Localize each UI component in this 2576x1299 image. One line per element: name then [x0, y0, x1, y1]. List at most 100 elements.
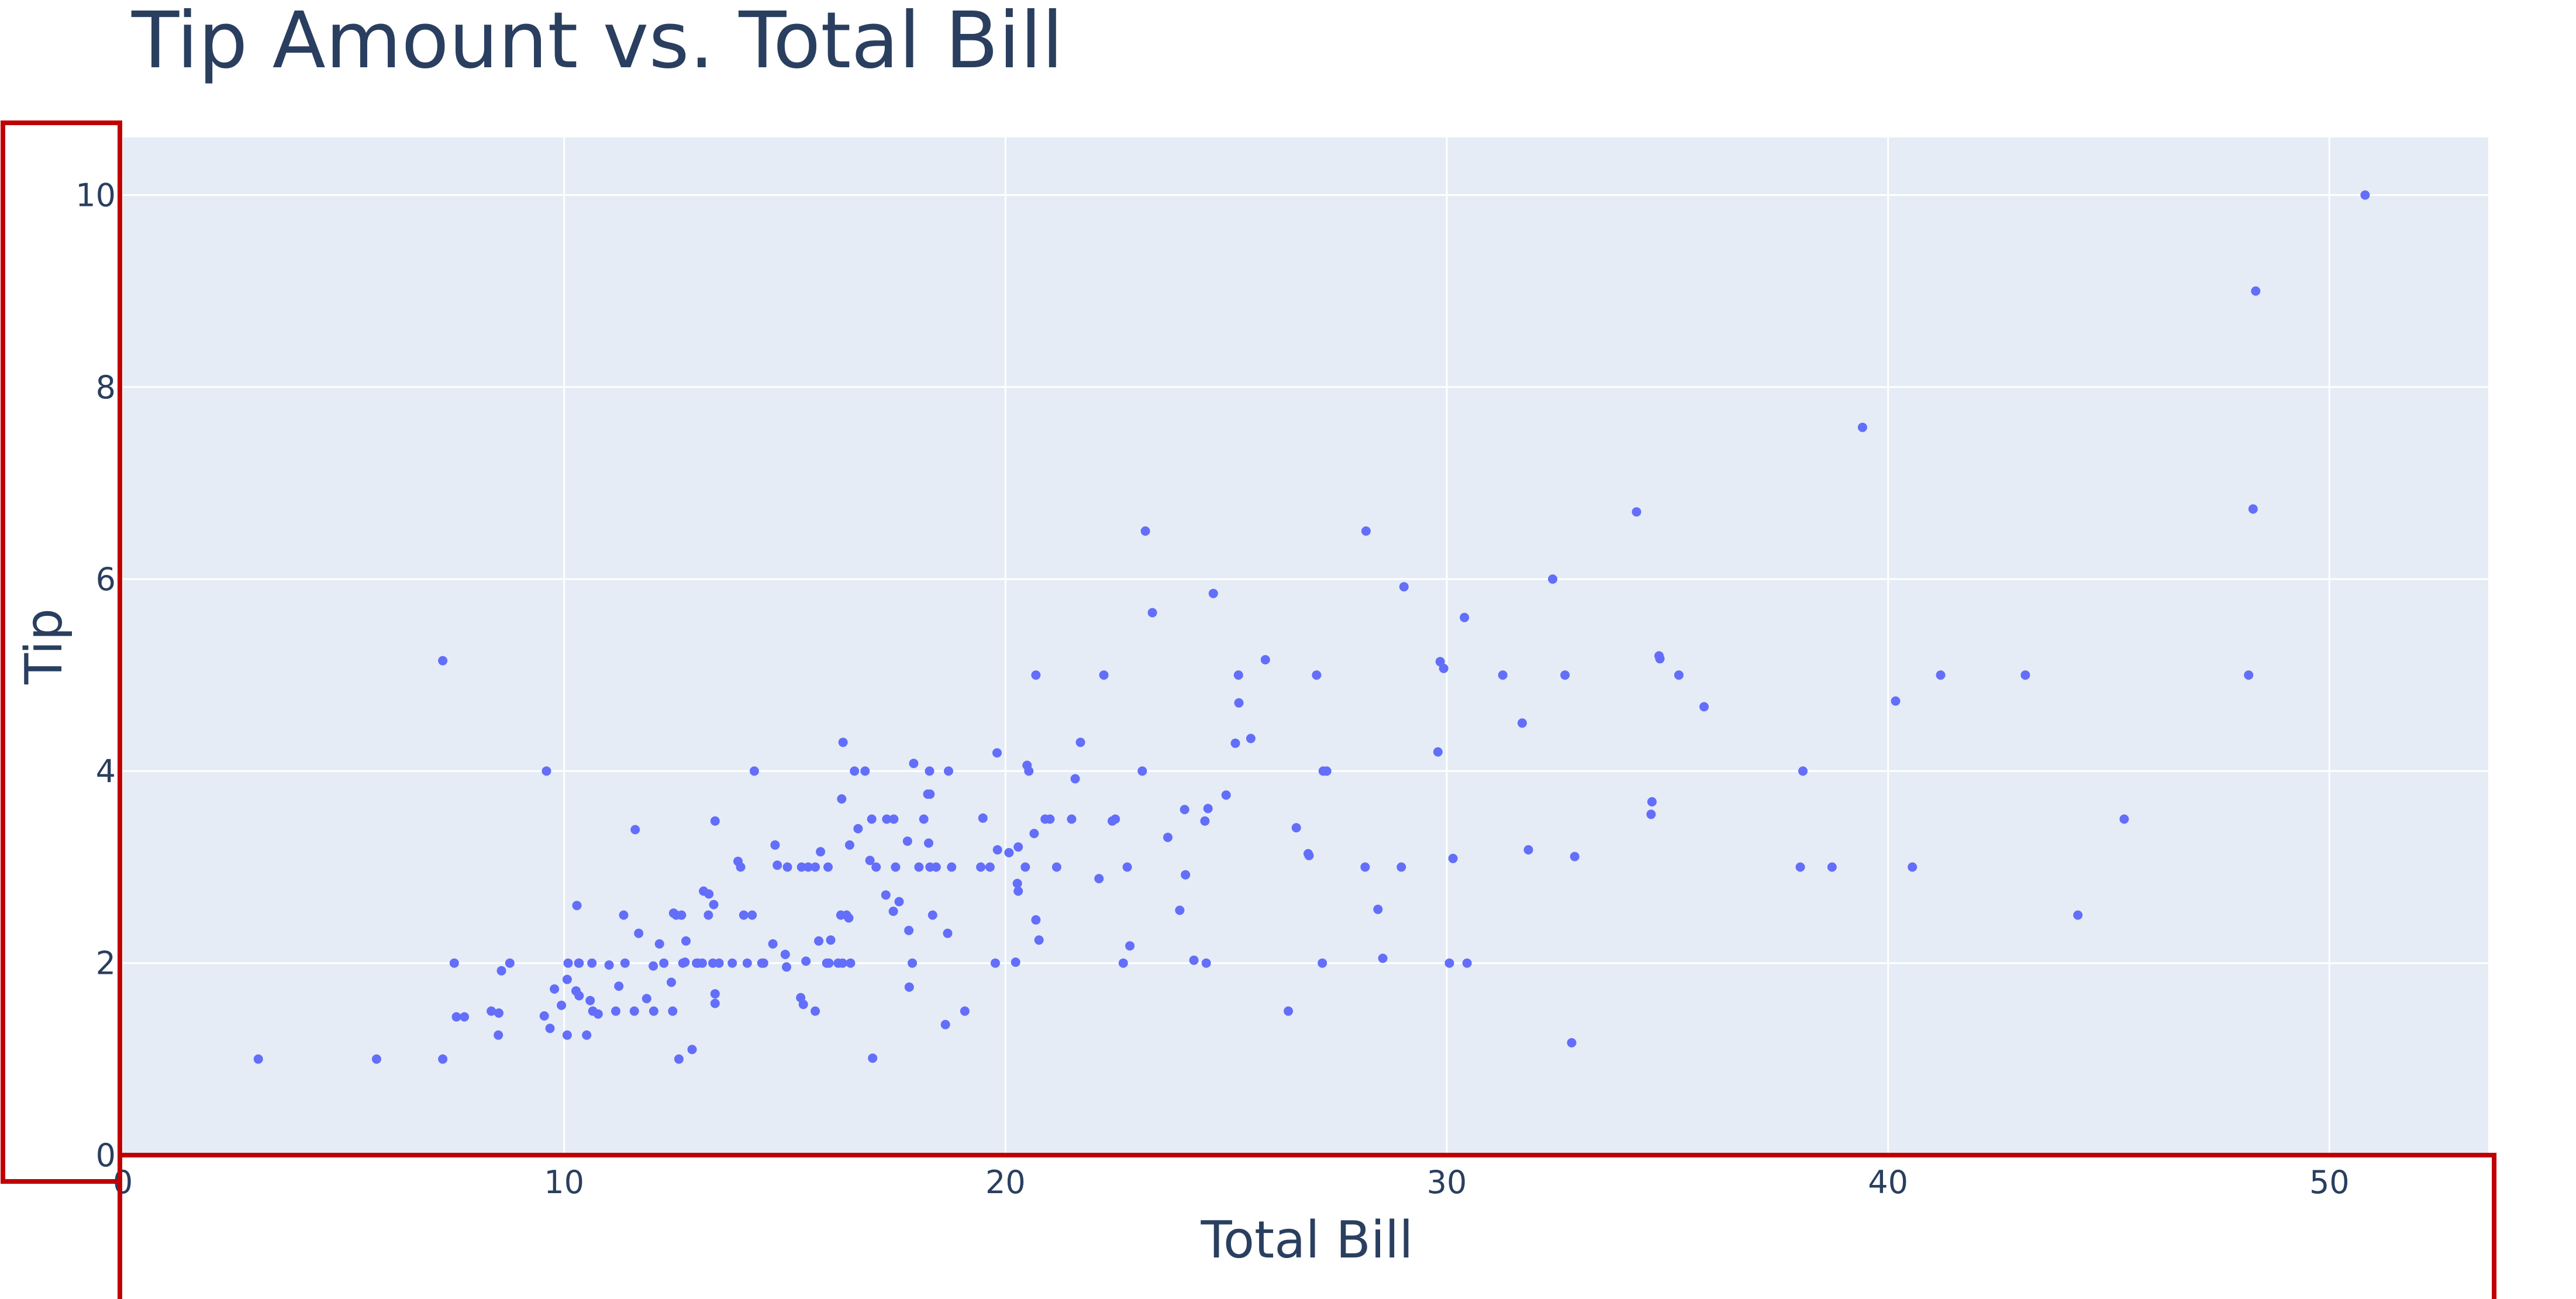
- data-point: [704, 889, 714, 899]
- data-point: [642, 994, 651, 1004]
- data-point: [1360, 862, 1370, 872]
- y-tick-label: 0: [96, 1137, 116, 1174]
- data-point: [1827, 862, 1837, 872]
- data-point: [914, 862, 924, 872]
- data-point: [619, 910, 629, 920]
- data-point: [542, 766, 551, 776]
- data-point: [1230, 738, 1240, 748]
- data-point: [1203, 804, 1213, 814]
- data-point: [1655, 654, 1665, 664]
- data-point: [1523, 845, 1533, 854]
- y-axis-title: Tip: [14, 608, 74, 685]
- data-point: [844, 840, 854, 850]
- data-point: [557, 1000, 567, 1010]
- data-point: [1147, 608, 1157, 618]
- data-point: [1399, 582, 1409, 592]
- y-tick-label: 10: [75, 177, 116, 213]
- data-point: [1051, 862, 1061, 872]
- y-tick-label: 2: [96, 945, 116, 982]
- data-point: [687, 1045, 697, 1055]
- data-point: [1647, 797, 1657, 807]
- data-point: [2251, 286, 2261, 296]
- data-point: [1462, 958, 1472, 968]
- data-point: [782, 962, 791, 972]
- y-tick-label: 4: [96, 753, 116, 790]
- data-point: [634, 928, 644, 938]
- data-point: [1674, 670, 1684, 680]
- data-point: [768, 939, 778, 949]
- data-point: [545, 1024, 555, 1033]
- data-point: [1560, 670, 1570, 680]
- data-point: [1570, 852, 1580, 862]
- data-point: [563, 958, 573, 968]
- data-point: [496, 966, 506, 976]
- data-point: [940, 1019, 950, 1029]
- data-point: [838, 738, 848, 747]
- data-point: [681, 936, 691, 946]
- y-axis-highlight-box: [1, 120, 122, 1184]
- data-point: [451, 1012, 461, 1022]
- grid-lines: [123, 137, 2488, 1155]
- data-point: [909, 759, 919, 769]
- data-point: [925, 766, 934, 776]
- x-tick-label: 30: [1427, 1164, 1467, 1201]
- data-point: [1567, 1038, 1577, 1048]
- data-point: [811, 1006, 820, 1016]
- data-point: [1699, 702, 1709, 712]
- data-point: [1439, 663, 1449, 673]
- data-point: [614, 981, 624, 991]
- data-point: [371, 1054, 381, 1064]
- data-point: [1518, 718, 1527, 728]
- data-point: [749, 766, 759, 776]
- data-point: [1857, 422, 1867, 432]
- data-point: [562, 1030, 572, 1040]
- data-point: [865, 856, 875, 866]
- data-point: [659, 958, 669, 968]
- data-point: [801, 956, 811, 966]
- chart-title: Tip Amount vs. Total Bill: [131, 0, 1063, 86]
- data-point: [1646, 809, 1656, 819]
- data-point: [1029, 829, 1039, 839]
- data-point: [747, 910, 757, 920]
- data-point: [1122, 862, 1132, 872]
- data-point: [668, 1006, 678, 1016]
- data-point: [1201, 958, 1211, 968]
- data-point: [2073, 910, 2083, 920]
- data-point: [582, 1030, 592, 1040]
- data-point: [1070, 774, 1080, 784]
- data-point: [1632, 507, 1642, 517]
- data-point: [1891, 696, 1901, 706]
- data-point: [487, 1006, 496, 1016]
- data-point: [710, 816, 720, 826]
- data-point: [1318, 958, 1327, 968]
- data-point: [714, 958, 724, 968]
- data-point: [1067, 814, 1077, 824]
- data-point: [697, 958, 707, 968]
- data-point: [780, 949, 790, 959]
- data-point: [924, 838, 933, 848]
- data-point: [1020, 862, 1030, 872]
- data-point: [1448, 853, 1458, 863]
- plot-area: [123, 137, 2488, 1155]
- data-point: [1498, 670, 1508, 680]
- data-point: [2360, 190, 2370, 200]
- data-point: [1012, 878, 1022, 888]
- data-point: [574, 991, 584, 1001]
- data-point: [773, 860, 782, 870]
- data-point: [1208, 588, 1218, 598]
- data-point: [823, 862, 833, 872]
- x-tick-label: 20: [985, 1164, 1026, 1201]
- data-point: [1004, 847, 1014, 857]
- data-point: [1094, 874, 1104, 884]
- data-point: [649, 961, 658, 971]
- data-point: [902, 836, 912, 846]
- data-point: [985, 862, 995, 872]
- data-point: [649, 1006, 658, 1016]
- data-point: [593, 1009, 603, 1019]
- data-point: [1291, 823, 1301, 833]
- data-point: [1798, 766, 1808, 776]
- data-point: [1304, 850, 1314, 860]
- data-point: [894, 897, 904, 907]
- data-point: [667, 977, 676, 987]
- data-point: [758, 958, 768, 968]
